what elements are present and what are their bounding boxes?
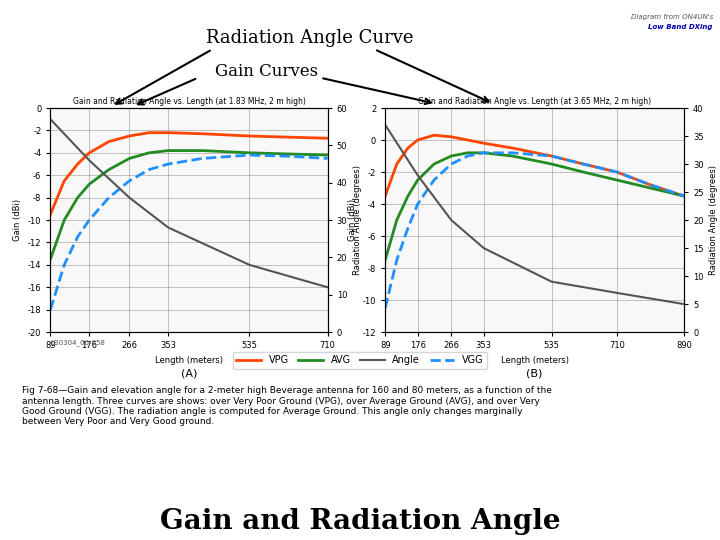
Y-axis label: Radiation Angle (degrees): Radiation Angle (degrees) [353,165,362,275]
Text: Radiation Angle Curve: Radiation Angle Curve [206,29,413,46]
Text: LB0304_06-058: LB0304_06-058 [50,339,105,346]
X-axis label: Length (meters): Length (meters) [500,356,569,364]
Text: Gain and Radiation Angle: Gain and Radiation Angle [160,508,560,535]
Text: Diagram from ON4UN's: Diagram from ON4UN's [631,14,713,19]
Y-axis label: Gain (dBi): Gain (dBi) [13,199,22,241]
Text: (B): (B) [526,369,543,379]
Text: Low Band DXing: Low Band DXing [649,24,713,30]
Legend: VPG, AVG, Angle, VGG: VPG, AVG, Angle, VGG [233,352,487,369]
Y-axis label: Radiation Angle (degrees): Radiation Angle (degrees) [709,165,719,275]
Text: Gain Curves: Gain Curves [215,63,318,80]
X-axis label: Length (meters): Length (meters) [155,356,223,364]
Text: (A): (A) [181,369,197,379]
Y-axis label: Gain (dBi): Gain (dBi) [348,199,357,241]
Title: Gain and Radiation Angle vs. Length (at 3.65 MHz, 2 m high): Gain and Radiation Angle vs. Length (at … [418,97,651,106]
Text: Fig 7-68—Gain and elevation angle for a 2-meter high Beverage antenna for 160 an: Fig 7-68—Gain and elevation angle for a … [22,386,552,426]
Title: Gain and Radiation Angle vs. Length (at 1.83 MHz, 2 m high): Gain and Radiation Angle vs. Length (at … [73,97,305,106]
